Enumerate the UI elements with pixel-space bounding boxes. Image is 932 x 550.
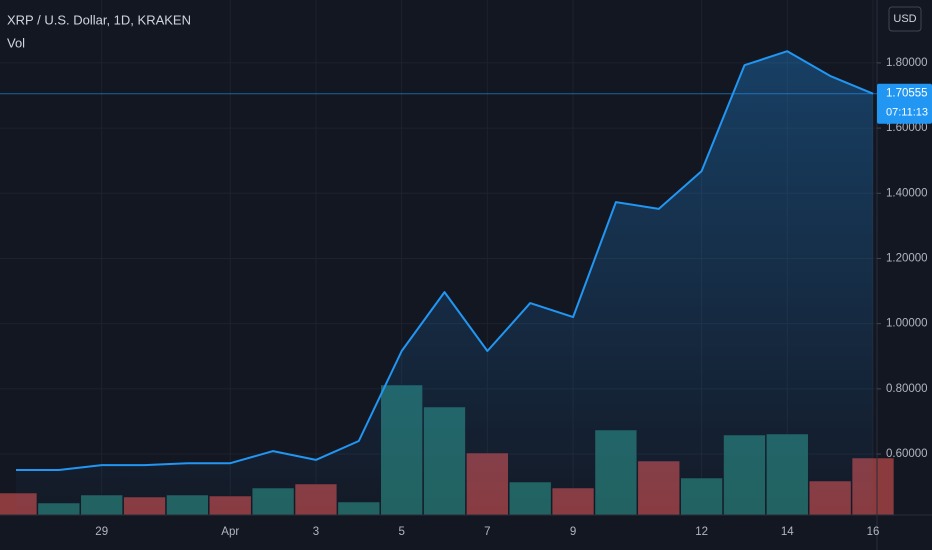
x-tick-label: Apr xyxy=(221,526,239,538)
x-tick-label: 5 xyxy=(398,526,404,538)
countdown-label: 07:11:13 xyxy=(886,107,928,119)
y-tick-label: 0.60000 xyxy=(886,448,928,460)
area-fill xyxy=(16,51,873,515)
price-line xyxy=(16,50,874,515)
x-tick-label: 7 xyxy=(484,526,490,538)
y-tick-label: 0.80000 xyxy=(886,383,928,395)
x-tick-label: 12 xyxy=(695,526,708,538)
x-tick-label: 16 xyxy=(867,526,880,538)
currency-button[interactable] xyxy=(888,6,922,32)
last-price-label: 1.70555 xyxy=(886,88,928,100)
indicator-label: Vol xyxy=(7,35,25,50)
y-tick-label: 1.20000 xyxy=(886,253,928,265)
x-tick-label: 3 xyxy=(313,526,319,538)
y-tick-label: 1.40000 xyxy=(886,187,928,199)
currency-button-label[interactable]: USD xyxy=(893,13,916,25)
y-tick-label: 1.80000 xyxy=(886,57,928,69)
chart-title: XRP / U.S. Dollar, 1D, KRAKEN xyxy=(7,12,191,27)
x-tick-label: 29 xyxy=(95,526,108,538)
y-tick-label: 1.00000 xyxy=(886,318,928,330)
x-tick-label: 9 xyxy=(570,526,576,538)
y-tick-label: 1.60000 xyxy=(886,122,928,134)
last-price-box xyxy=(877,83,932,124)
x-tick-label: 14 xyxy=(781,526,794,538)
line xyxy=(16,50,874,471)
